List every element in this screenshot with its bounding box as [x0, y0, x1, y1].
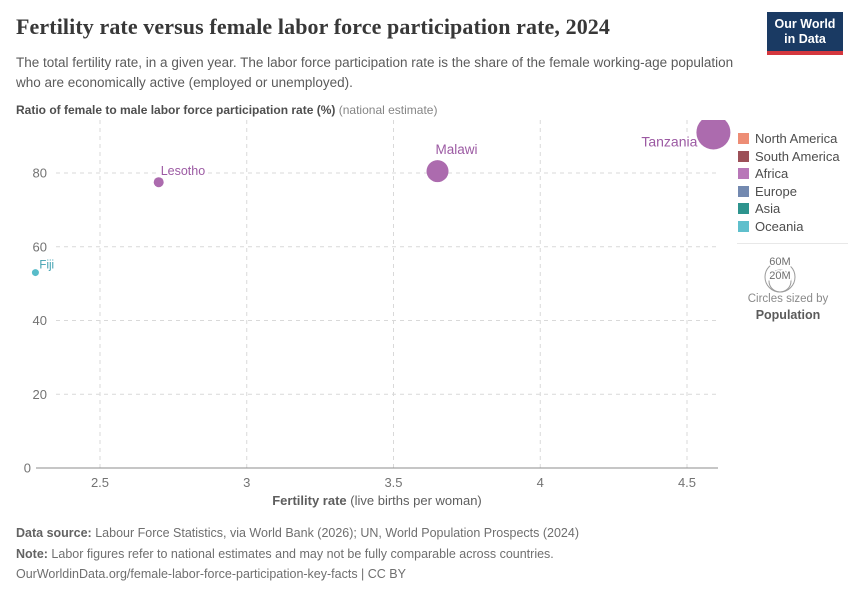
legend-item-africa[interactable]: Africa [738, 165, 840, 183]
size-legend-caption: Circles sized by Population [733, 292, 843, 323]
legend-item-north-america[interactable]: North America [738, 130, 840, 148]
points-group [31, 115, 731, 277]
legend-swatch [738, 220, 749, 232]
point-label-tanzania: Tanzania [641, 133, 697, 149]
chart-footer: Data source: Labour Force Statistics, vi… [16, 523, 834, 585]
y-tick-label: 40 [33, 313, 47, 328]
license-link[interactable]: OurWorldinData.org/female-labor-force-pa… [16, 567, 406, 581]
continent-legend: North America South America Africa Europe As… [738, 130, 840, 235]
legend-label: South America [755, 148, 840, 164]
chart-title: Fertility rate versus female labor force… [16, 14, 611, 39]
y-axis-title: Ratio of female to male labor force part… [16, 103, 438, 117]
legend-label: Africa [755, 166, 789, 182]
x-tick-label: 4 [537, 475, 544, 490]
y-tick-label: 60 [33, 239, 47, 254]
legend-swatch [738, 203, 749, 215]
x-tick-label: 4.5 [678, 475, 696, 490]
size-legend-big-label: 60M [769, 256, 790, 268]
legend-label: Asia [755, 201, 781, 217]
legend-divider [737, 243, 848, 244]
legend-swatch [738, 185, 749, 197]
legend-label: Oceania [755, 218, 804, 234]
point-label-fiji: Fiji [39, 260, 54, 272]
size-legend-small-circle [768, 269, 792, 293]
point-fiji[interactable] [31, 269, 39, 277]
owid-logo-line1: Our World [774, 17, 836, 31]
x-tick-label: 3.5 [384, 475, 402, 490]
legend-swatch [738, 150, 749, 162]
note-line: Note: Labor figures refer to national es… [16, 546, 554, 561]
legend-item-asia[interactable]: Asia [738, 200, 840, 218]
point-malawi[interactable] [426, 160, 449, 183]
point-lesotho[interactable] [153, 177, 164, 188]
point-tanzania[interactable] [696, 115, 731, 150]
x-tick-label: 3 [243, 475, 250, 490]
x-axis-title-main: Fertility rate [272, 493, 347, 508]
owid-logo[interactable]: Our World in Data [767, 12, 843, 55]
data-source-line: Data source: Labour Force Statistics, vi… [16, 526, 579, 540]
legend-swatch [738, 168, 749, 180]
x-axis-title: Fertility rate (live births per woman) [272, 493, 482, 508]
legend-label: North America [755, 131, 838, 147]
scatter-plot: 2.5 3 3.5 4 4.5 0 20 40 60 80 Tanzania Malawi Lesoth… [24, 115, 731, 490]
size-legend-small-label: 20M [769, 270, 790, 282]
x-tick-label: 2.5 [91, 475, 109, 490]
legend-item-oceania[interactable]: Oceania [738, 218, 840, 236]
legend-label: Europe [755, 183, 797, 199]
chart-subtitle: The total fertility rate, in a given yea… [16, 55, 734, 91]
legend-swatch [738, 133, 749, 145]
y-axis-title-main: Ratio of female to male labor force part… [16, 103, 336, 117]
legend-item-south-america[interactable]: South America [738, 148, 840, 166]
y-tick-label: 80 [33, 166, 47, 181]
y-tick-label: 20 [33, 387, 47, 402]
point-label-malawi: Malawi [436, 142, 478, 157]
size-legend-population-label: Population [755, 307, 821, 322]
point-label-lesotho: Lesotho [161, 164, 206, 178]
legend-item-europe[interactable]: Europe [738, 183, 840, 201]
y-tick-label: 0 [24, 461, 31, 476]
owid-logo-line2: in Data [784, 32, 826, 46]
